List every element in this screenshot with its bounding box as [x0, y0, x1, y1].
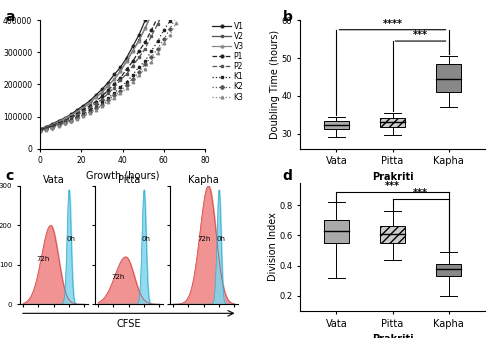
Bar: [380, 118, 405, 127]
Text: 72h: 72h: [112, 273, 124, 280]
Y-axis label: Division Index: Division Index: [268, 212, 278, 281]
Text: 0h: 0h: [66, 236, 75, 242]
X-axis label: Prakriti: Prakriti: [372, 172, 414, 182]
X-axis label: Prakriti: Prakriti: [372, 334, 414, 338]
Bar: [324, 121, 349, 129]
Bar: [324, 220, 349, 243]
Text: a: a: [5, 10, 15, 24]
Title: Pitta: Pitta: [118, 175, 140, 185]
Text: 72h: 72h: [36, 256, 50, 262]
Y-axis label: Doubling Time (hours): Doubling Time (hours): [270, 30, 280, 139]
Bar: [436, 64, 461, 92]
Text: b: b: [282, 10, 292, 24]
Text: CFSE: CFSE: [116, 319, 141, 330]
Text: 72h: 72h: [197, 236, 210, 242]
Text: d: d: [282, 169, 292, 183]
Text: ****: ****: [382, 19, 402, 29]
Legend: V1, V2, V3, P1, P2, K1, K2, K3: V1, V2, V3, P1, P2, K1, K2, K3: [212, 22, 244, 101]
Title: Vata: Vata: [43, 175, 64, 185]
Text: 0h: 0h: [216, 236, 225, 242]
Text: ***: ***: [413, 30, 428, 40]
Text: ***: ***: [385, 181, 400, 191]
Text: c: c: [5, 169, 13, 183]
Y-axis label: Luminescence Units: Luminescence Units: [0, 35, 2, 134]
Text: ***: ***: [413, 188, 428, 198]
Text: 0h: 0h: [141, 236, 150, 242]
Bar: [380, 226, 405, 243]
Bar: [436, 264, 461, 276]
Title: Kapha: Kapha: [188, 175, 219, 185]
X-axis label: Growth (hours): Growth (hours): [86, 171, 159, 181]
